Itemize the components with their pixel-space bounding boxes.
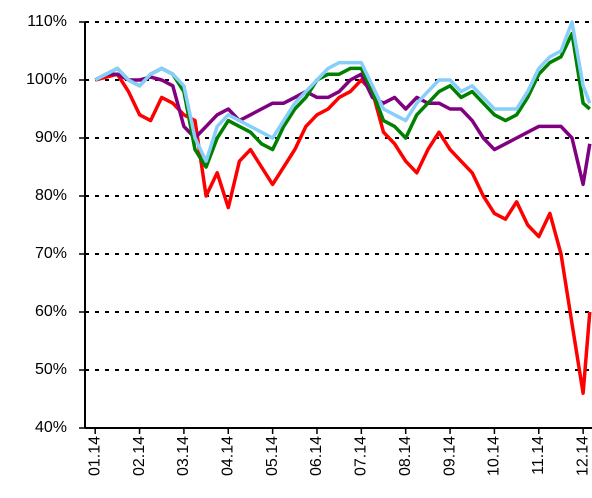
series-line [94, 72, 592, 395]
x-tick-label: 12.14 [574, 436, 591, 476]
y-tick-label: 60% [35, 303, 67, 320]
x-tick-label: 01.14 [86, 436, 103, 476]
y-tick-label: 90% [35, 129, 67, 146]
x-tick-label: 07.14 [353, 436, 370, 476]
x-tick-label: 11.14 [530, 436, 547, 475]
y-tick-label: 50% [35, 361, 67, 378]
y-tick-label: 110% [27, 13, 67, 30]
y-tick-label: 40% [35, 419, 67, 436]
x-tick-label: 05.14 [264, 436, 281, 476]
series-line [94, 72, 592, 187]
x-tick-label: 10.14 [486, 436, 503, 476]
x-tick-label: 02.14 [131, 436, 148, 476]
x-tick-label: 03.14 [175, 436, 192, 476]
y-tick-label: 80% [35, 187, 67, 204]
series-line [94, 31, 591, 169]
y-tick-label: 100% [26, 71, 67, 88]
series-line [94, 20, 592, 163]
x-tick-label: 09.14 [441, 436, 458, 476]
y-tick-label: 70% [35, 245, 67, 262]
x-tick-label: 06.14 [308, 436, 325, 476]
x-tick-label: 08.14 [397, 436, 414, 476]
x-tick-label: 04.14 [219, 436, 236, 476]
